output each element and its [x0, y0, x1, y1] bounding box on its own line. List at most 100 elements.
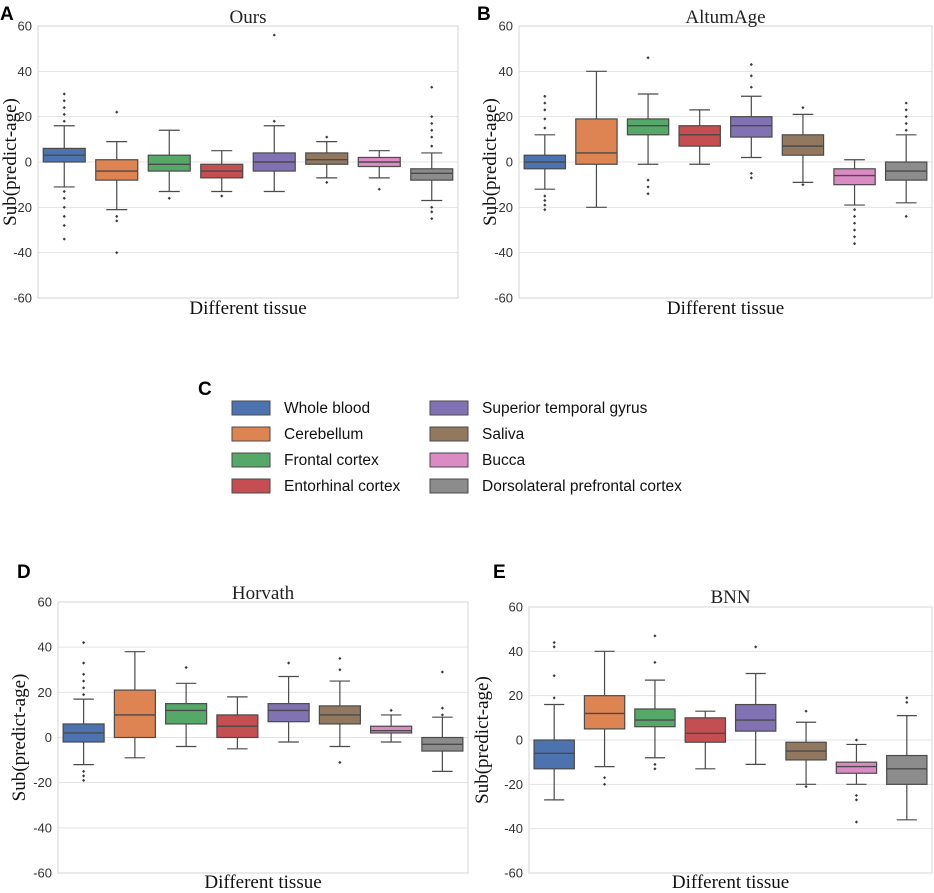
outlier-point — [430, 128, 434, 132]
outlier-point — [754, 645, 758, 649]
box-body — [113, 689, 156, 739]
outlier-point — [602, 776, 607, 780]
outlier-point — [653, 762, 657, 766]
panel-letter-d: D — [17, 562, 31, 583]
legend-swatch — [429, 426, 469, 442]
box-superior-temporal-gyrus — [734, 645, 777, 765]
outlier-point — [749, 176, 753, 180]
outlier-point — [801, 106, 805, 110]
panel-letter-a: A — [0, 4, 14, 25]
y-tick-label: 0 — [516, 733, 523, 748]
outlier-point — [646, 192, 650, 196]
outlier-point — [115, 251, 119, 255]
outlier-point — [167, 196, 171, 200]
outlier-point — [325, 180, 329, 184]
box-entorhinal-cortex — [684, 710, 727, 770]
outlier-point — [543, 117, 547, 121]
plot-frame — [57, 601, 469, 874]
legend-item-bucca: Bucca — [429, 452, 525, 469]
legend-item-frontal-cortex: Frontal cortex — [231, 452, 379, 469]
box-dorsolateral-prefrontal-cortex — [886, 696, 928, 821]
y-tick-label: 60 — [38, 595, 52, 610]
chart-title: Horvath — [232, 583, 295, 604]
box-cerebellum — [95, 110, 139, 255]
outlier-point — [430, 115, 434, 119]
box-saliva — [318, 656, 361, 764]
outlier-point — [184, 665, 188, 670]
box-body — [684, 717, 727, 743]
box-body — [835, 761, 878, 774]
box-body — [781, 134, 825, 156]
y-tick-label: 40 — [509, 644, 523, 659]
box-saliva — [305, 135, 349, 184]
outlier-point — [62, 189, 66, 194]
outlier-point — [543, 101, 547, 105]
outlier-point — [749, 85, 753, 89]
outlier-point — [62, 92, 66, 96]
chart-title: AltumAge — [685, 7, 765, 28]
outlier-point — [430, 144, 434, 148]
outlier-point — [852, 214, 857, 218]
outlier-point — [430, 85, 434, 89]
box-body — [583, 695, 626, 730]
outlier-point — [653, 660, 657, 665]
plot-frame — [37, 25, 459, 299]
outlier-point — [801, 183, 805, 187]
outlier-point — [62, 237, 66, 241]
outlier-point — [82, 778, 86, 783]
y-tick-label: -40 — [494, 245, 513, 260]
outlier-point — [62, 205, 66, 209]
outlier-point — [905, 696, 909, 700]
box-body — [533, 739, 575, 770]
legend-label: Cerebellum — [284, 426, 363, 443]
outlier-point — [543, 194, 547, 198]
outlier-point — [602, 782, 607, 786]
outlier-point — [389, 708, 393, 712]
y-tick-label: -60 — [13, 291, 32, 306]
outlier-point — [543, 108, 547, 112]
outlier-point — [904, 101, 908, 105]
outlier-point — [852, 208, 857, 212]
legend-item-whole-blood: Whole blood — [231, 400, 370, 417]
panel-letter-e: E — [493, 562, 506, 583]
outlier-point — [749, 74, 753, 78]
box-body — [734, 703, 777, 732]
outlier-point — [646, 56, 650, 60]
outlier-point — [440, 713, 444, 717]
y-tick-label: -60 — [33, 866, 52, 881]
panel-letter-b: B — [477, 4, 491, 25]
y-tick-label: -20 — [494, 200, 513, 215]
box-frontal-cortex — [165, 665, 208, 748]
outlier-point — [82, 672, 86, 676]
outlier-point — [804, 709, 808, 713]
y-axis-label: Sub(predict-age) — [480, 98, 501, 226]
legend-item-entorhinal-cortex: Entorhinal cortex — [231, 478, 401, 495]
outlier-point — [430, 205, 434, 209]
outlier-point — [440, 706, 444, 710]
box-superior-temporal-gyrus — [267, 661, 310, 743]
box-frontal-cortex — [626, 56, 670, 196]
outlier-point — [552, 640, 556, 645]
y-tick-label: 40 — [38, 640, 52, 655]
chart-bnn: 60 40 20 0 -20 -40 -60 BNN Different tissue Sub(p… — [472, 587, 933, 893]
outlier-point — [82, 769, 86, 773]
y-tick-label: -60 — [494, 291, 513, 306]
box-bucca — [833, 159, 876, 246]
outlier-point — [749, 171, 753, 175]
outlier-point — [646, 185, 650, 189]
outlier-point — [543, 203, 547, 207]
outlier-point — [338, 668, 342, 672]
outlier-point — [905, 700, 909, 704]
outlier-point — [653, 634, 657, 638]
outlier-point — [325, 135, 329, 139]
outlier-point — [904, 128, 908, 132]
outlier-point — [653, 767, 657, 771]
outlier-point — [852, 221, 857, 225]
outlier-point — [115, 214, 119, 218]
outlier-point — [852, 228, 857, 232]
outlier-point — [852, 235, 857, 239]
box-superior-temporal-gyrus — [730, 62, 773, 180]
box-superior-temporal-gyrus — [252, 33, 296, 193]
y-tick-label: 60 — [18, 19, 32, 34]
box-body — [165, 703, 208, 725]
